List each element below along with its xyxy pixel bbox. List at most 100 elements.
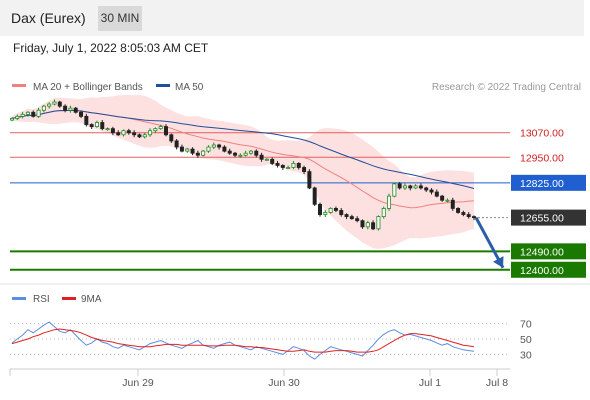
candle-body: [52, 101, 57, 105]
candle-body: [418, 185, 423, 189]
projection: [474, 216, 505, 269]
candle-body: [456, 208, 461, 213]
candle-body: [84, 115, 89, 125]
candle-body: [31, 111, 36, 117]
candle-body: [318, 203, 322, 215]
candle-body: [222, 146, 227, 152]
candle-body: [280, 165, 285, 168]
candle-body: [158, 126, 163, 130]
candle-body: [201, 150, 206, 156]
last-price-label: 12655.00: [520, 213, 564, 225]
candle-body: [238, 154, 243, 157]
ma20-legend-label: MA 20 + Bollinger Bands: [33, 82, 143, 93]
candle-body: [344, 214, 349, 217]
chart-header: Dax (Eurex) 30 MIN: [0, 0, 584, 36]
candle-body: [57, 101, 62, 107]
candle-body: [185, 148, 190, 152]
candle-body: [434, 191, 439, 197]
level-tag-12400.00: [511, 261, 586, 278]
candle-body: [397, 183, 402, 189]
candle-body: [243, 152, 248, 156]
candle-body: [148, 130, 153, 136]
x-tick-label: Jun 29: [122, 377, 154, 389]
candle-body: [79, 111, 84, 117]
rsi-line: [11, 321, 475, 360]
candle-body: [227, 150, 232, 154]
candle-body: [408, 185, 413, 189]
candle-body: [41, 105, 46, 111]
candle-body: [392, 183, 397, 197]
candle-body: [461, 212, 466, 215]
candle-body: [365, 222, 370, 228]
bollinger-bands: [12, 95, 474, 249]
candle-body: [137, 134, 142, 138]
candle-body: [472, 216, 476, 219]
last-price-tag: [511, 209, 586, 226]
candle-body: [217, 144, 222, 148]
candle-body: [323, 212, 328, 215]
candle-body: [307, 171, 312, 189]
candle-body: [339, 210, 344, 215]
candle-body: [466, 214, 471, 217]
level-label-13070.00: 13070.00: [520, 128, 564, 140]
candle-body: [73, 107, 78, 113]
candle-body: [270, 158, 275, 164]
ma50-legend-swatch: [156, 84, 170, 87]
candle-body: [333, 208, 338, 211]
ma9-legend-label: 9MA: [81, 294, 102, 305]
candle-body: [164, 126, 168, 136]
candle-body: [63, 105, 68, 111]
candle-body: [402, 185, 407, 189]
candle-body: [286, 167, 291, 169]
bollinger-band-area: [12, 95, 474, 249]
candle-body: [132, 132, 137, 136]
candle-body: [179, 146, 184, 152]
candle-body: [126, 130, 131, 134]
candle-body: [15, 115, 20, 119]
candle-body: [376, 216, 381, 230]
moving-averages: [11, 109, 475, 209]
rsi-tick-30: 30: [520, 349, 532, 361]
x-axis: Jun 29 Jun 30 Jul 1 Jul 8: [122, 369, 508, 389]
candle-body: [36, 109, 41, 117]
ma50-legend-label: MA 50: [175, 82, 204, 93]
candle-body: [264, 158, 269, 161]
ma9-legend-swatch: [62, 297, 76, 300]
rsi-tick-70: 70: [520, 319, 532, 331]
timeframe-button[interactable]: 30 MIN: [98, 6, 142, 31]
candle-body: [68, 107, 73, 111]
rsi-ma9-line: [11, 328, 475, 353]
candle-body: [381, 208, 386, 217]
rsi-legend-label: RSI: [33, 294, 50, 305]
candle-body: [445, 199, 450, 202]
x-tick-label: Jun 30: [268, 377, 300, 389]
candle-body: [110, 128, 115, 134]
candle-body: [100, 122, 105, 130]
candle-body: [424, 187, 429, 191]
rsi-panel: 70 50 30: [10, 319, 532, 361]
candle-body: [20, 113, 25, 117]
candle-body: [195, 152, 200, 156]
level-label-12825.00: 12825.00: [520, 178, 564, 190]
candle-body: [259, 154, 264, 160]
candle-body: [121, 130, 126, 136]
candle-body: [105, 128, 110, 131]
candle-body: [440, 195, 445, 201]
candle-body: [211, 144, 216, 148]
ma50-line: [11, 109, 475, 189]
candle-body: [349, 216, 354, 220]
projection-arrow-head: [493, 256, 504, 268]
candle-body: [190, 148, 195, 154]
candlesticks: [10, 99, 476, 231]
candle-body: [355, 218, 360, 222]
level-label-12950.00: 12950.00: [520, 152, 564, 164]
level-tag-12825.00: [511, 174, 586, 191]
candle-body: [47, 103, 52, 107]
candle-body: [116, 132, 121, 136]
level-label-12400.00: 12400.00: [520, 265, 564, 277]
candle-body: [254, 150, 259, 156]
candle-body: [233, 152, 238, 156]
candle-body: [153, 128, 158, 132]
chart-datetime: Friday, July 1, 2022 8:05:03 AM CET: [13, 41, 209, 55]
